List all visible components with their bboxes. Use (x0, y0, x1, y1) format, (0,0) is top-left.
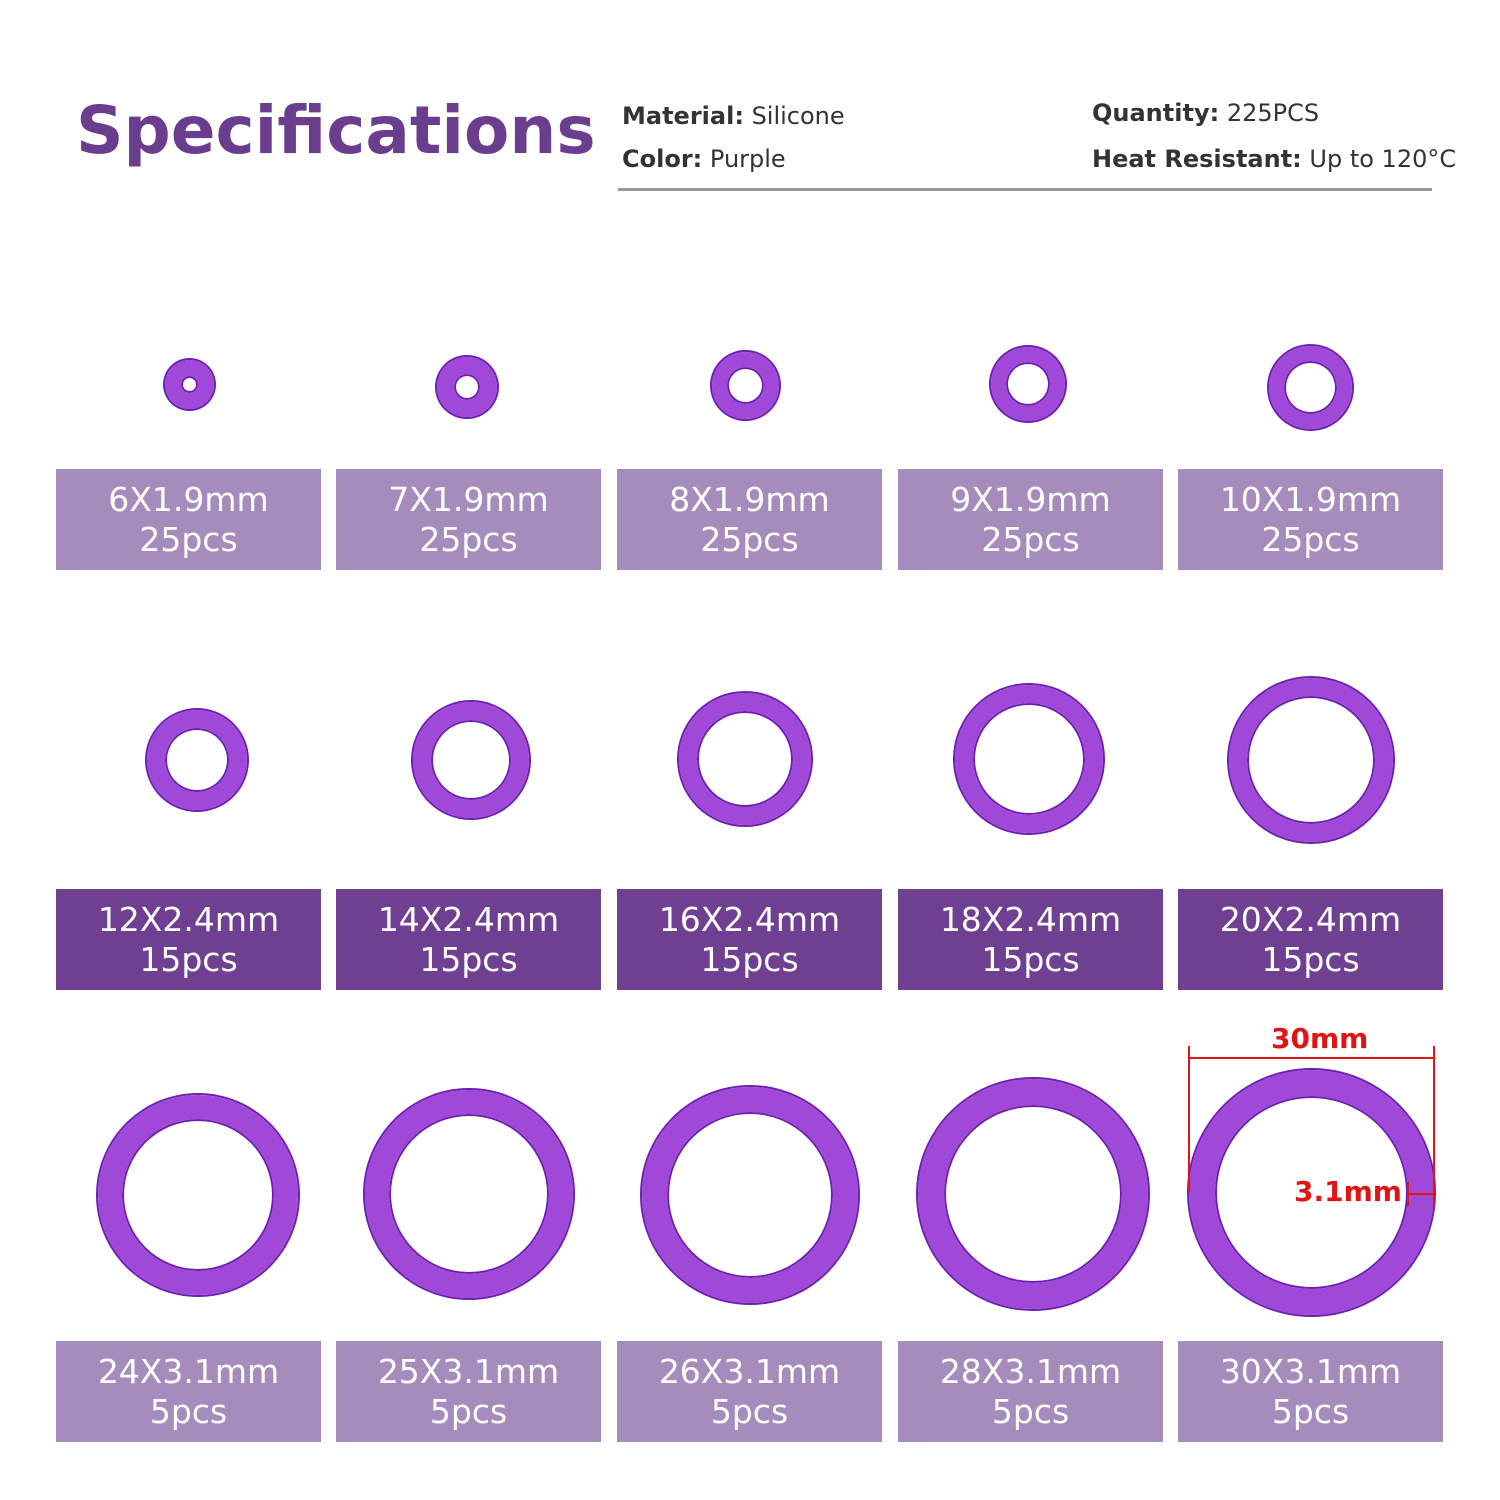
spec-color: Color: Purple (622, 145, 786, 173)
ring-count: 25pcs (1261, 519, 1360, 559)
o-ring-icon (1229, 678, 1393, 842)
ring-size: 9X1.9mm (950, 479, 1111, 519)
ring-size: 14X2.4mm (377, 899, 560, 939)
o-ring-icon (165, 360, 214, 409)
ring-count: 25pcs (419, 519, 518, 559)
spec-color-key: Color: (622, 145, 703, 173)
size-label: 12X2.4mm 15pcs (56, 889, 321, 990)
o-ring-icon (679, 693, 811, 825)
ring-count: 15pcs (139, 939, 238, 979)
page-title: Specifications (76, 92, 596, 169)
ring-size: 30X3.1mm (1219, 1351, 1402, 1391)
ring-size: 8X1.9mm (669, 479, 830, 519)
spec-heat-key: Heat Resistant: (1092, 145, 1302, 173)
size-label: 20X2.4mm 15pcs (1178, 889, 1443, 990)
spec-material-value: Silicone (751, 102, 845, 130)
size-label: 24X3.1mm 5pcs (56, 1341, 321, 1442)
dimension-tick-left (1188, 1046, 1190, 1192)
ring-count: 5pcs (991, 1391, 1070, 1431)
ring-size: 26X3.1mm (658, 1351, 841, 1391)
ring-count: 25pcs (139, 519, 238, 559)
size-label: 8X1.9mm 25pcs (617, 469, 882, 570)
ring-count: 5pcs (710, 1391, 789, 1431)
spec-quantity-value: 225PCS (1226, 99, 1320, 127)
ring-size: 24X3.1mm (97, 1351, 280, 1391)
outer-diameter-label: 30mm (1271, 1022, 1369, 1055)
ring-size: 12X2.4mm (97, 899, 280, 939)
spec-divider (618, 188, 1432, 191)
spec-heat-value: Up to 120°C (1309, 145, 1457, 173)
o-ring-icon (413, 702, 529, 818)
size-label: 16X2.4mm 15pcs (617, 889, 882, 990)
ring-size: 20X2.4mm (1219, 899, 1402, 939)
ring-count: 15pcs (700, 939, 799, 979)
ring-count: 15pcs (981, 939, 1080, 979)
o-ring-icon (437, 357, 497, 417)
ring-size: 16X2.4mm (658, 899, 841, 939)
o-ring-icon (147, 710, 247, 810)
spec-color-value: Purple (709, 145, 786, 173)
o-ring-icon (955, 685, 1103, 833)
size-label: 7X1.9mm 25pcs (336, 469, 601, 570)
spec-material-key: Material: (622, 102, 744, 130)
ring-count: 5pcs (1271, 1391, 1350, 1431)
ring-size: 6X1.9mm (108, 479, 269, 519)
o-ring-icon (991, 347, 1065, 421)
ring-size: 25X3.1mm (377, 1351, 560, 1391)
spec-quantity: Quantity: 225PCS (1092, 99, 1319, 127)
dimension-tick-right (1433, 1046, 1435, 1206)
o-ring-icon (712, 352, 779, 419)
ring-count: 5pcs (429, 1391, 508, 1431)
size-label: 18X2.4mm 15pcs (898, 889, 1163, 990)
size-label: 25X3.1mm 5pcs (336, 1341, 601, 1442)
spec-material: Material: Silicone (622, 102, 845, 130)
ring-size: 18X2.4mm (939, 899, 1122, 939)
size-label: 28X3.1mm 5pcs (898, 1341, 1163, 1442)
size-label: 10X1.9mm 25pcs (1178, 469, 1443, 570)
ring-size: 28X3.1mm (939, 1351, 1122, 1391)
size-label: 14X2.4mm 15pcs (336, 889, 601, 990)
spec-heat-resistant: Heat Resistant: Up to 120°C (1092, 145, 1456, 173)
o-ring-icon (365, 1090, 573, 1298)
ring-count: 5pcs (149, 1391, 228, 1431)
thickness-label: 3.1mm (1294, 1175, 1402, 1208)
o-ring-icon (98, 1095, 298, 1295)
ring-count: 25pcs (981, 519, 1080, 559)
size-label: 6X1.9mm 25pcs (56, 469, 321, 570)
ring-size: 10X1.9mm (1219, 479, 1402, 519)
ring-count: 15pcs (419, 939, 518, 979)
size-label: 9X1.9mm 25pcs (898, 469, 1163, 570)
spec-quantity-key: Quantity: (1092, 99, 1220, 127)
o-ring-icon (918, 1079, 1148, 1309)
ring-count: 15pcs (1261, 939, 1360, 979)
outer-diameter-line (1189, 1057, 1434, 1059)
o-ring-icon (642, 1087, 858, 1303)
size-label: 26X3.1mm 5pcs (617, 1341, 882, 1442)
thickness-line (1407, 1193, 1434, 1195)
size-label: 30X3.1mm 5pcs (1178, 1341, 1443, 1442)
ring-size: 7X1.9mm (388, 479, 549, 519)
ring-count: 25pcs (700, 519, 799, 559)
o-ring-icon (1269, 346, 1352, 429)
